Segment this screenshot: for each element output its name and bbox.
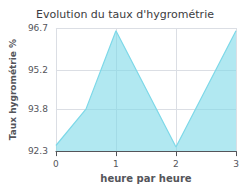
- svg-text:0: 0: [53, 159, 59, 169]
- svg-text:95.2: 95.2: [28, 65, 48, 75]
- svg-text:92.3: 92.3: [28, 146, 48, 156]
- svg-text:2: 2: [173, 159, 179, 169]
- svg-text:Evolution du taux d'hygrométri: Evolution du taux d'hygrométrie: [36, 8, 214, 21]
- svg-text:3: 3: [233, 159, 239, 169]
- svg-text:1: 1: [113, 159, 119, 169]
- svg-text:96.7: 96.7: [28, 23, 48, 33]
- svg-text:heure par heure: heure par heure: [100, 173, 191, 184]
- svg-text:Taux hygrométrie %: Taux hygrométrie %: [8, 39, 18, 140]
- svg-text:93.8: 93.8: [28, 104, 48, 114]
